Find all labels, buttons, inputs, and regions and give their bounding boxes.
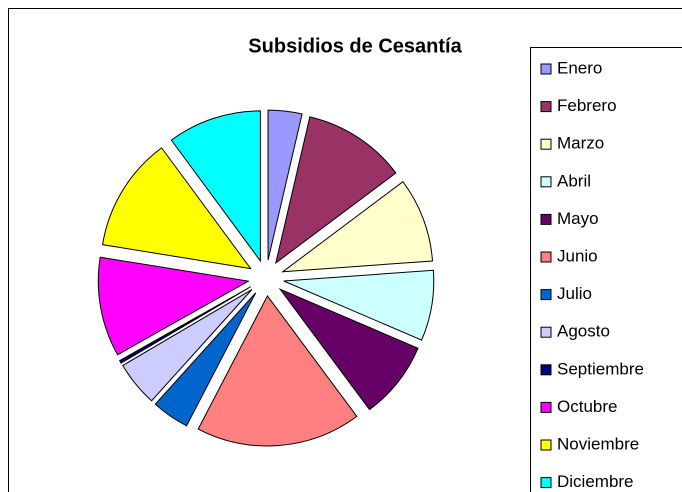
legend-swatch bbox=[540, 439, 552, 451]
legend-swatch bbox=[540, 101, 552, 113]
legend-label: Noviembre bbox=[557, 434, 639, 453]
pie-slice bbox=[197, 295, 358, 447]
legend-swatch bbox=[540, 176, 552, 188]
legend-label: Mayo bbox=[557, 209, 599, 228]
legend-swatch bbox=[540, 213, 552, 225]
pie-slice bbox=[267, 109, 303, 261]
legend-swatch bbox=[540, 364, 552, 376]
pie-slice bbox=[97, 256, 250, 356]
legend-label: Junio bbox=[557, 246, 598, 265]
pie-slice bbox=[275, 116, 397, 265]
legend-label: Julio bbox=[557, 284, 592, 303]
legend-label: Agosto bbox=[557, 322, 610, 341]
legend-swatch bbox=[540, 63, 552, 75]
pie-slice bbox=[281, 181, 434, 273]
chart-title: Subsidios de Cesantía bbox=[248, 35, 462, 57]
legend bbox=[530, 47, 682, 492]
legend-label: Febrero bbox=[557, 96, 617, 115]
legend-swatch bbox=[540, 251, 552, 263]
pie-slice bbox=[154, 292, 257, 427]
pie-slice bbox=[101, 147, 252, 270]
legend-label: Octubre bbox=[557, 397, 617, 416]
pie-slice bbox=[122, 288, 253, 402]
pie-slice bbox=[119, 286, 251, 364]
legend-label: Abril bbox=[557, 171, 591, 190]
legend-swatch bbox=[540, 477, 552, 489]
legend-swatch bbox=[540, 289, 552, 301]
legend-swatch bbox=[540, 326, 552, 338]
legend-label: Septiembre bbox=[557, 359, 644, 378]
legend-label: Diciembre bbox=[557, 472, 634, 491]
legend-swatch bbox=[540, 138, 552, 150]
pie-slice bbox=[170, 110, 261, 263]
legend-swatch bbox=[540, 401, 552, 413]
legend-label: Enero bbox=[557, 58, 602, 77]
pie-slice bbox=[278, 287, 419, 411]
pie-slice bbox=[283, 269, 435, 341]
legend-label: Marzo bbox=[557, 134, 604, 153]
